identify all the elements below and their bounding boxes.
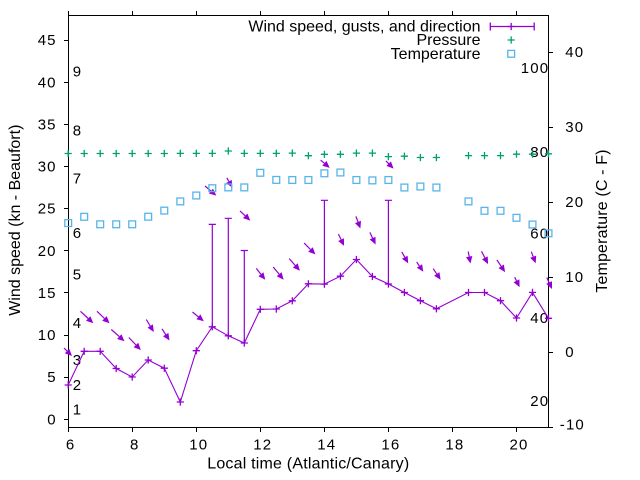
svg-text:14: 14 xyxy=(317,436,336,453)
svg-text:Pressure: Pressure xyxy=(416,32,480,49)
svg-text:7: 7 xyxy=(73,170,83,187)
svg-text:1: 1 xyxy=(73,401,83,418)
svg-text:25: 25 xyxy=(38,201,57,218)
svg-text:3: 3 xyxy=(73,352,83,369)
svg-text:4: 4 xyxy=(73,315,83,332)
svg-text:Local time (Atlantic/Canary): Local time (Atlantic/Canary) xyxy=(207,456,409,473)
svg-text:20: 20 xyxy=(510,436,529,453)
svg-text:6: 6 xyxy=(66,436,76,453)
svg-text:0: 0 xyxy=(47,411,57,428)
svg-text:Wind speed (kn - Beaufort): Wind speed (kn - Beaufort) xyxy=(7,125,24,316)
svg-text:10: 10 xyxy=(189,436,208,453)
svg-text:20: 20 xyxy=(530,393,549,410)
svg-text:80: 80 xyxy=(530,144,549,161)
svg-text:45: 45 xyxy=(38,32,57,49)
svg-text:10: 10 xyxy=(38,327,57,344)
svg-text:20: 20 xyxy=(565,194,584,211)
svg-text:Temperature (C - F): Temperature (C - F) xyxy=(594,149,611,292)
svg-text:5: 5 xyxy=(73,266,83,283)
svg-text:-10: -10 xyxy=(560,417,585,434)
svg-text:40: 40 xyxy=(530,310,549,327)
svg-text:35: 35 xyxy=(38,116,57,133)
svg-text:0: 0 xyxy=(565,344,575,361)
svg-text:9: 9 xyxy=(73,63,83,80)
svg-text:18: 18 xyxy=(445,436,464,453)
svg-text:2: 2 xyxy=(73,377,83,394)
svg-text:30: 30 xyxy=(565,119,584,136)
svg-text:60: 60 xyxy=(530,226,549,243)
svg-text:20: 20 xyxy=(38,243,57,260)
svg-text:30: 30 xyxy=(38,159,57,176)
svg-text:15: 15 xyxy=(38,285,57,302)
svg-text:16: 16 xyxy=(381,436,400,453)
svg-text:5: 5 xyxy=(47,369,57,386)
svg-text:40: 40 xyxy=(38,74,57,91)
svg-text:Wind speed, gusts, and directi: Wind speed, gusts, and direction xyxy=(248,19,480,36)
svg-text:8: 8 xyxy=(73,122,83,139)
svg-text:40: 40 xyxy=(565,44,584,61)
svg-text:Temperature: Temperature xyxy=(391,46,481,63)
svg-text:100: 100 xyxy=(521,60,549,77)
svg-text:12: 12 xyxy=(253,436,272,453)
svg-text:6: 6 xyxy=(73,225,83,242)
svg-text:10: 10 xyxy=(565,269,584,286)
svg-text:8: 8 xyxy=(130,436,140,453)
